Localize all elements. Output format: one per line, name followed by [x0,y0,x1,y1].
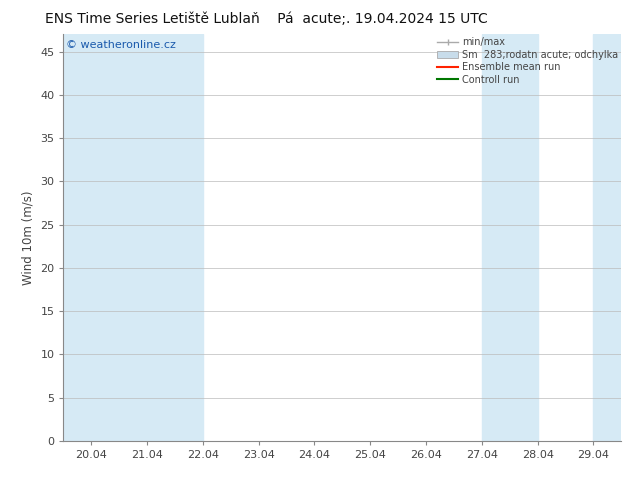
Text: ENS Time Series Letiště Lublaň    Pá  acute;. 19.04.2024 15 UTC: ENS Time Series Letiště Lublaň Pá acute;… [45,12,488,26]
Text: © weatheronline.cz: © weatheronline.cz [66,40,176,50]
Bar [63,34,147,441]
Bar [482,34,538,441]
Y-axis label: Wind 10m (m/s): Wind 10m (m/s) [22,191,35,285]
Legend: min/max, Sm  283;rodatn acute; odchylka, Ensemble mean run, Controll run: min/max, Sm 283;rodatn acute; odchylka, … [435,35,620,86]
Bar [147,34,203,441]
Bar [593,34,627,441]
